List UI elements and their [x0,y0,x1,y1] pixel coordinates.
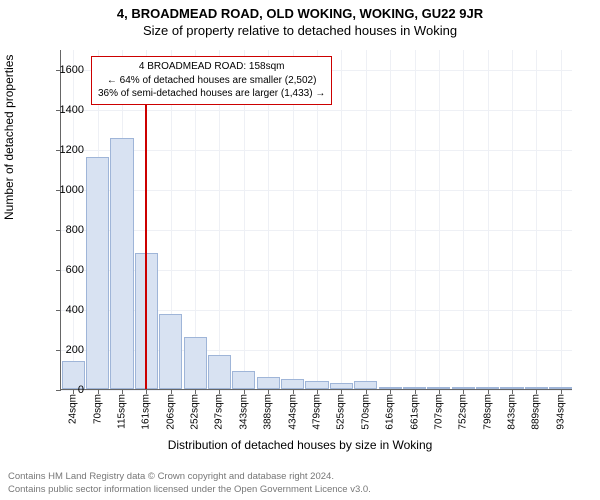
xtick-label: 297sqm [214,394,225,430]
histogram-bar [500,387,523,389]
gridline-v [73,50,74,389]
ytick-label: 1200 [44,144,84,156]
ytick-label: 0 [44,384,84,396]
annotation-line2: ← 64% of detached houses are smaller (2,… [98,74,325,88]
histogram-bar [232,371,255,389]
chart-title-line1: 4, BROADMEAD ROAD, OLD WOKING, WOKING, G… [0,6,600,21]
xtick-label: 843sqm [507,394,518,430]
histogram-bar [257,377,280,389]
xtick-label: 707sqm [433,394,444,430]
xtick-label: 661sqm [409,394,420,430]
gridline-v [512,50,513,389]
histogram-bar [86,157,109,389]
ytick-label: 1000 [44,184,84,196]
gridline-v [366,50,367,389]
ytick-label: 1600 [44,64,84,76]
marker-annotation: 4 BROADMEAD ROAD: 158sqm← 64% of detache… [91,56,332,105]
annotation-line3: 36% of semi-detached houses are larger (… [98,87,325,101]
histogram-bar [184,337,207,389]
xtick-label: 161sqm [141,394,152,430]
chart-title-line2: Size of property relative to detached ho… [0,23,600,38]
histogram-bar [452,387,475,389]
gridline-v [341,50,342,389]
y-axis-label: Number of detached properties [2,55,16,220]
footer-line2: Contains public sector information licen… [8,484,371,496]
histogram-bar [525,387,548,389]
chart-plot-area: 24sqm70sqm115sqm161sqm206sqm252sqm297sqm… [60,50,572,390]
xtick-label: 70sqm [92,394,103,424]
property-marker-line [145,83,147,389]
xtick-label: 434sqm [287,394,298,430]
ytick-label: 200 [44,344,84,356]
histogram-bar [110,138,133,389]
x-axis-label: Distribution of detached houses by size … [0,438,600,452]
xtick-label: 570sqm [360,394,371,430]
gridline-v [415,50,416,389]
histogram-bar [281,379,304,389]
histogram-bar [305,381,328,389]
histogram-bar [208,355,231,389]
xtick-label: 479sqm [312,394,323,430]
histogram-bar [427,387,450,389]
annotation-line1: 4 BROADMEAD ROAD: 158sqm [98,60,325,74]
ytick-label: 1400 [44,104,84,116]
gridline-v [463,50,464,389]
histogram-bar [549,387,572,389]
gridline-v [536,50,537,389]
gridline-v [488,50,489,389]
ytick-label: 600 [44,264,84,276]
xtick-label: 752sqm [458,394,469,430]
gridline-v [561,50,562,389]
histogram-bar [379,387,402,389]
histogram-bar [354,381,377,389]
xtick-label: 525sqm [336,394,347,430]
gridline-v [439,50,440,389]
gridline-v [390,50,391,389]
xtick-label: 889sqm [531,394,542,430]
histogram-bar [403,387,426,389]
footer-text: Contains HM Land Registry data © Crown c… [8,471,371,496]
xtick-label: 206sqm [165,394,176,430]
footer-line1: Contains HM Land Registry data © Crown c… [8,471,371,483]
xtick-label: 24sqm [68,394,79,424]
histogram-bar [476,387,499,389]
xtick-label: 252sqm [190,394,201,430]
xtick-label: 115sqm [116,394,127,429]
xtick-label: 388sqm [263,394,274,430]
histogram-bar [330,383,353,389]
ytick-label: 800 [44,224,84,236]
xtick-label: 934sqm [555,394,566,430]
xtick-label: 798sqm [482,394,493,430]
ytick-label: 400 [44,304,84,316]
xtick-label: 616sqm [385,394,396,430]
chart-title-block: 4, BROADMEAD ROAD, OLD WOKING, WOKING, G… [0,0,600,38]
xtick-label: 343sqm [238,394,249,430]
histogram-bar [159,314,182,389]
